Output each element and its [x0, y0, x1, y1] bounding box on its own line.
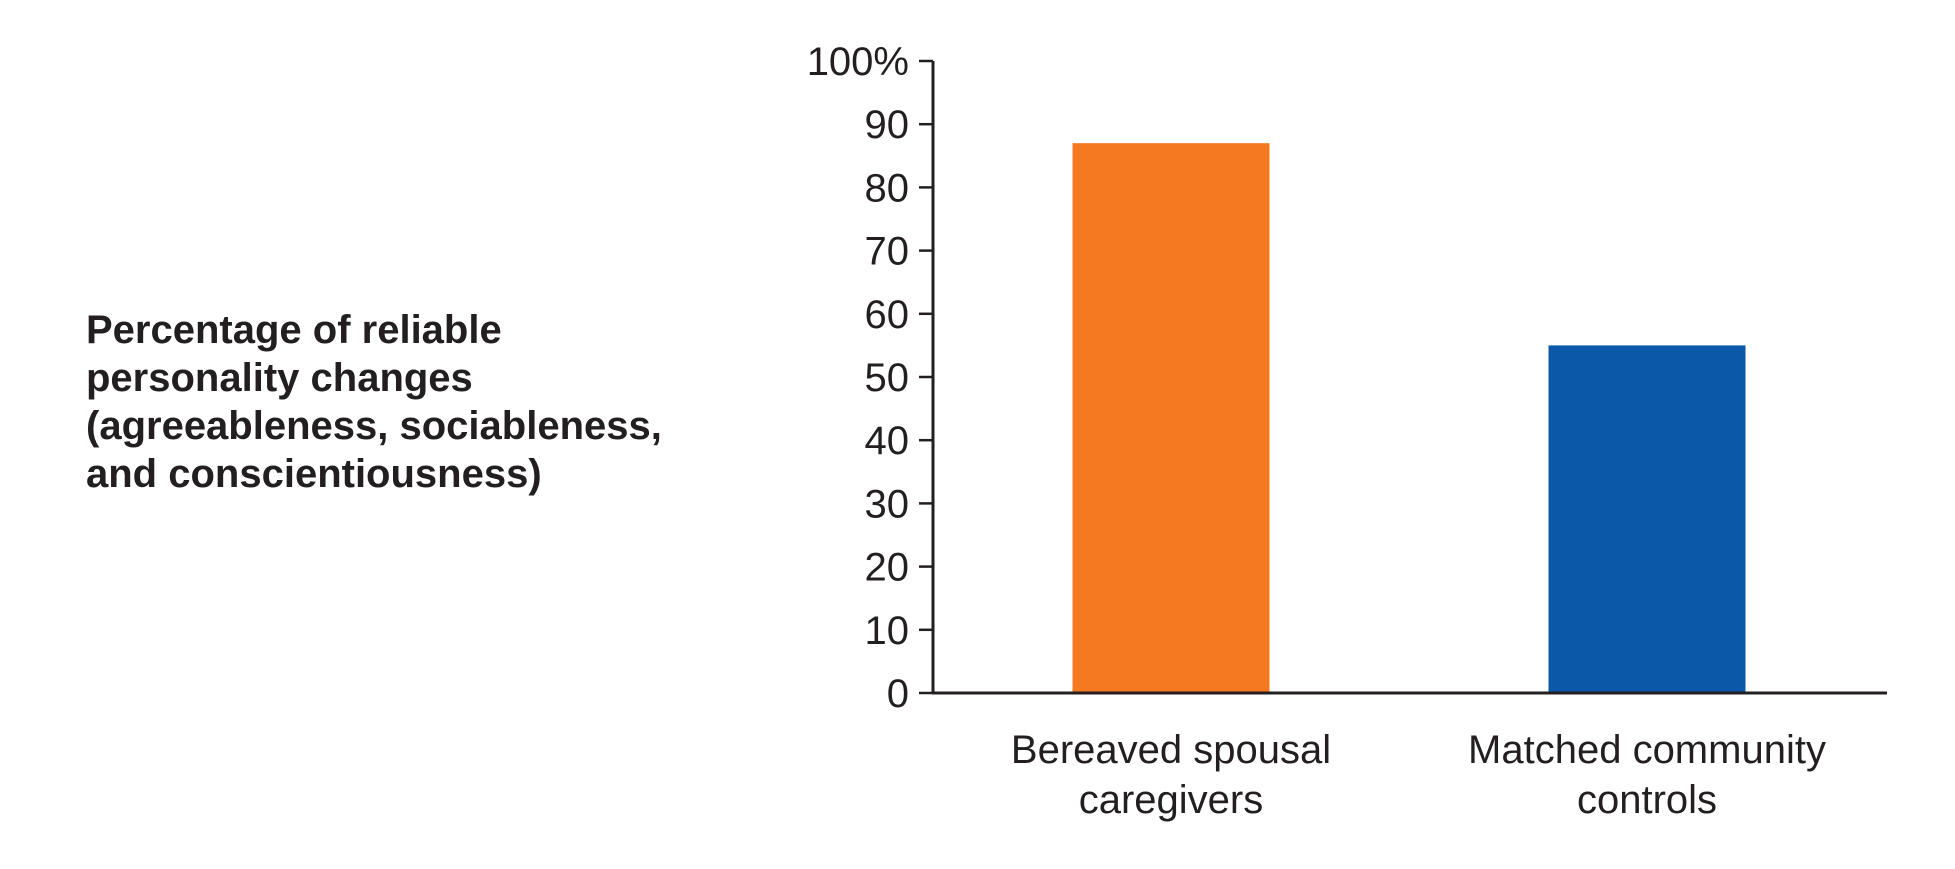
- y-tick-label: 10: [865, 609, 910, 653]
- bar: [1548, 345, 1746, 693]
- y-tick-label: 90: [865, 103, 910, 147]
- y-axis-label-line: Percentage of reliable: [86, 308, 502, 352]
- y-axis-label-line: personality changes: [86, 356, 473, 400]
- y-axis-label: Percentage of reliable personality chang…: [86, 306, 786, 498]
- y-tick-label: 50: [865, 356, 910, 400]
- y-tick-label: 80: [865, 166, 910, 210]
- bar: [1072, 143, 1270, 693]
- y-tick-label: 30: [865, 482, 910, 526]
- x-tick-label: controls: [1577, 778, 1717, 822]
- x-tick-label: Bereaved spousal: [1011, 728, 1331, 772]
- y-tick-label: 40: [865, 419, 910, 463]
- x-tick-label: Matched community: [1468, 728, 1826, 772]
- y-axis-label-line: (agreeableness, sociableness,: [86, 404, 662, 448]
- y-axis-label-line: and conscientiousness): [86, 452, 542, 496]
- x-tick-label: caregivers: [1079, 778, 1264, 822]
- y-tick-label: 20: [865, 546, 910, 590]
- y-tick-label: 100%: [807, 40, 909, 84]
- y-tick-label: 60: [865, 293, 910, 337]
- y-tick-label: 0: [887, 672, 909, 716]
- y-tick-label: 70: [865, 230, 910, 274]
